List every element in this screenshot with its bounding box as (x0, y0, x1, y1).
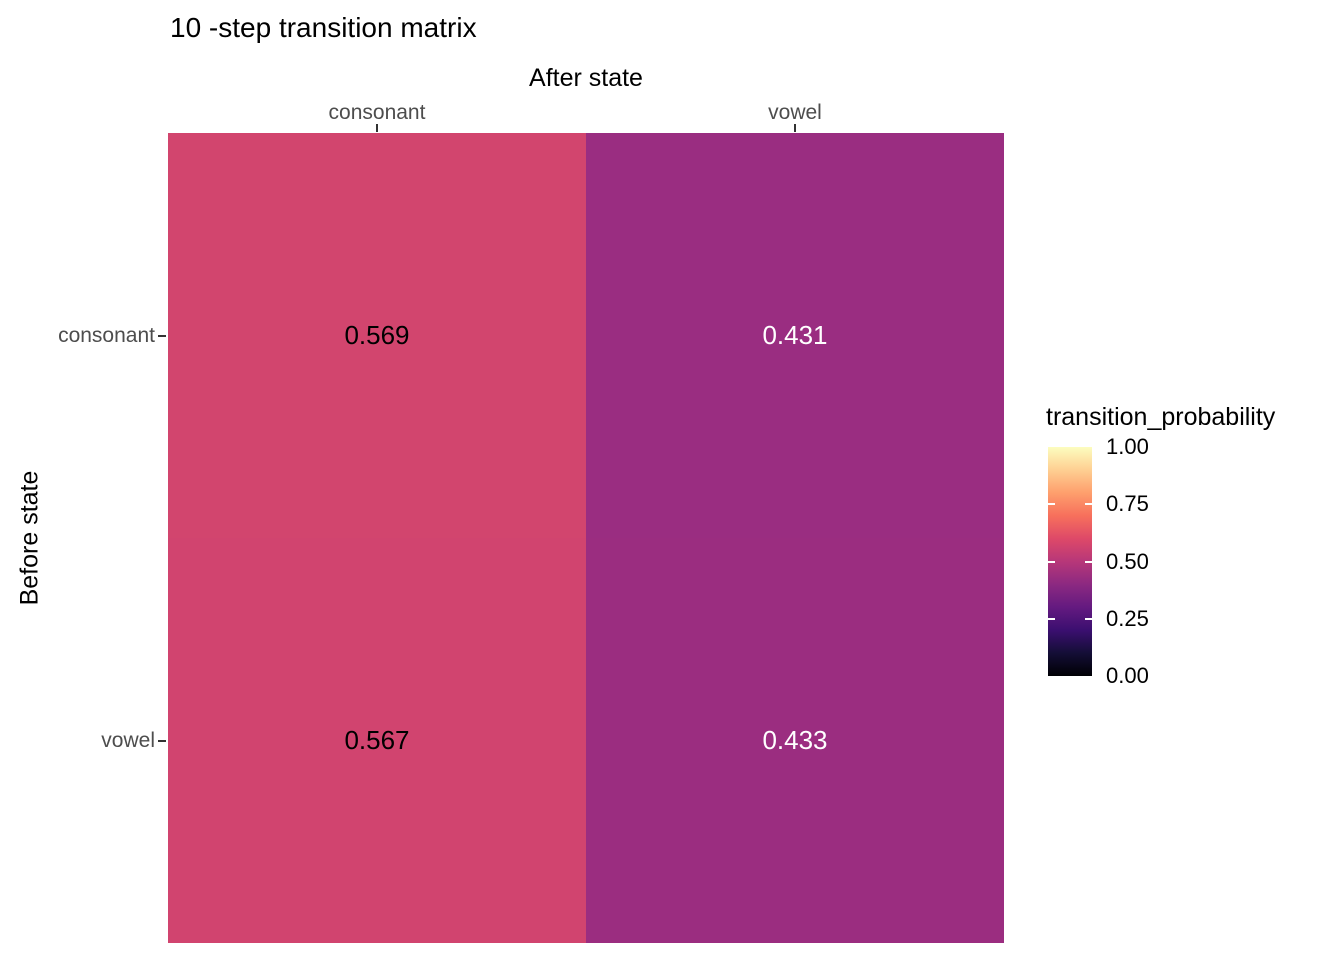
cell-value-label: 0.433 (762, 725, 828, 755)
x-tick-mark (794, 124, 796, 132)
x-tick-label: consonant (328, 101, 426, 124)
legend-colorbar-tick (1048, 617, 1055, 620)
legend-tick-label: 0.00 (1106, 663, 1149, 688)
cell-value-label: 0.569 (344, 320, 410, 350)
legend-colorbar-tick (1048, 560, 1055, 563)
cell-value-label: 0.567 (344, 725, 410, 755)
legend-tick-label: 1.00 (1106, 434, 1149, 459)
legend-tick-label: 0.25 (1106, 605, 1149, 631)
legend-colorbar-tick (1085, 617, 1092, 620)
heatmap-cell: 0.433 (586, 538, 1004, 943)
x-tick-label: vowel (768, 101, 822, 124)
x-axis-title: After state (529, 64, 643, 92)
legend-colorbar-tick (1048, 503, 1055, 506)
legend-tick-label: 0.75 (1106, 491, 1149, 517)
heatmap-cell: 0.567 (168, 538, 586, 943)
y-tick-mark (158, 334, 166, 337)
legend-tick-label: 0.50 (1106, 548, 1149, 574)
y-tick-mark (158, 739, 166, 742)
legend-colorbar-tick (1085, 560, 1092, 563)
chart-title: 10 -step transition matrix (170, 12, 477, 43)
legend-colorbar-tick (1085, 503, 1092, 506)
x-tick-mark (376, 124, 378, 132)
legend-colorbar (1048, 447, 1092, 676)
legend-title: transition_probability (1046, 403, 1276, 431)
heatmap-cell: 0.569 (168, 133, 586, 538)
y-tick-label: vowel (101, 728, 155, 752)
y-axis-title: Before state (15, 470, 44, 606)
y-tick-label: consonant (58, 323, 155, 347)
heatmap-cell: 0.431 (586, 133, 1004, 538)
cell-value-label: 0.431 (762, 320, 828, 350)
